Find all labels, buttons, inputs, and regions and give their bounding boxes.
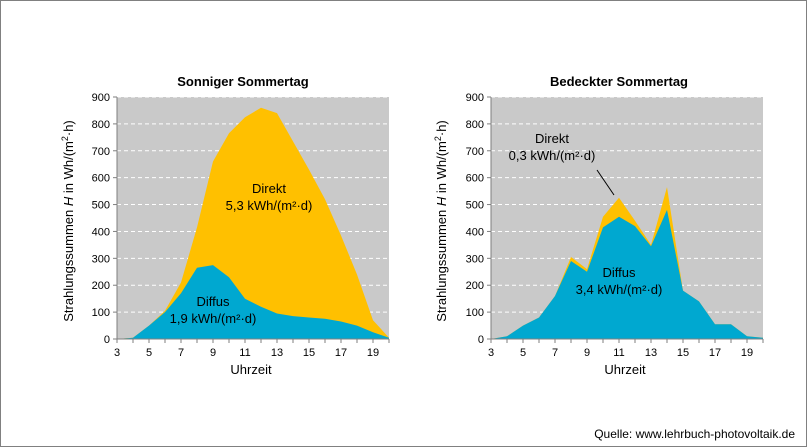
x-tick-label: 9 xyxy=(210,347,216,359)
y-tick-label: 200 xyxy=(92,280,110,292)
y-axis-label: Strahlungssummen H in Wh/(m2·h) xyxy=(433,120,449,322)
y-tick-label: 300 xyxy=(466,253,484,265)
y-tick-label: 0 xyxy=(104,334,110,346)
y-tick-label: 100 xyxy=(92,307,110,319)
y-tick-label: 600 xyxy=(92,173,110,185)
x-tick-label: 15 xyxy=(303,347,315,359)
annotation-label-diffus: Diffus xyxy=(603,265,636,280)
x-tick-label: 17 xyxy=(709,347,721,359)
x-tick-label: 13 xyxy=(645,347,657,359)
y-tick-label: 900 xyxy=(466,92,484,104)
y-tick-label: 900 xyxy=(92,92,110,104)
y-axis-label: Strahlungssummen H in Wh/(m2·h) xyxy=(60,120,76,322)
chart-2: 0 100 200 300 400 500 600 700 800 900 3 5 7 9 11 13 15 17… xyxy=(433,74,764,377)
x-tick-label: 3 xyxy=(488,347,494,359)
y-tick-label: 800 xyxy=(92,119,110,131)
y-axis-label-part: 2 xyxy=(60,136,70,141)
y-tick-label: 800 xyxy=(466,119,484,131)
y-tick-label: 600 xyxy=(466,173,484,185)
annotation-label-diffus: Diffus xyxy=(197,294,230,309)
y-axis-label-part: Strahlungssummen xyxy=(434,206,449,322)
x-axis-label: Uhrzeit xyxy=(604,362,646,377)
x-tick-label: 19 xyxy=(367,347,379,359)
x-tick-label: 7 xyxy=(178,347,184,359)
y-axis-label-part: 2 xyxy=(433,136,443,141)
y-axis-label-part: ·h) xyxy=(61,120,76,136)
y-tick-label: 700 xyxy=(466,146,484,158)
x-tick-label: 15 xyxy=(677,347,689,359)
x-tick-label: 7 xyxy=(552,347,558,359)
annotation-value-diffus: 3,4 kWh/(m²·d) xyxy=(576,282,663,297)
source-credit: Quelle: www.lehrbuch-photovoltaik.de xyxy=(594,427,795,441)
annotation-leader-line xyxy=(596,169,615,196)
y-tick-label: 300 xyxy=(92,253,110,265)
y-tick-label: 0 xyxy=(478,334,484,346)
y-tick-label: 400 xyxy=(466,226,484,238)
x-tick-label: 3 xyxy=(114,347,120,359)
annotation-label-direkt: Direkt xyxy=(252,181,286,196)
y-axis-label-part: ·h) xyxy=(434,120,449,136)
x-tick-label: 19 xyxy=(741,347,753,359)
y-axis-label-part: H xyxy=(434,196,449,206)
chart-title: Bedeckter Sommertag xyxy=(550,74,688,89)
y-axis-label-part: Strahlungssummen xyxy=(61,206,76,322)
y-tick-label: 500 xyxy=(466,200,484,212)
area-diffus xyxy=(491,209,763,339)
x-tick-label: 5 xyxy=(146,347,152,359)
y-tick-label: 400 xyxy=(92,226,110,238)
area-diffus xyxy=(117,265,389,339)
x-axis-label: Uhrzeit xyxy=(230,362,272,377)
area-direkt xyxy=(117,107,389,339)
annotation-value-diffus: 1,9 kWh/(m²·d) xyxy=(170,311,257,326)
annotation-value-direkt: 0,3 kWh/(m²·d) xyxy=(509,148,596,163)
y-axis-label-part: in Wh/(m xyxy=(61,141,76,197)
annotation-label-direkt: Direkt xyxy=(535,131,569,146)
x-tick-label: 5 xyxy=(520,347,526,359)
x-tick-label: 17 xyxy=(335,347,347,359)
y-tick-label: 500 xyxy=(92,200,110,212)
x-tick-label: 11 xyxy=(239,347,250,359)
y-tick-label: 700 xyxy=(92,146,110,158)
y-tick-label: 100 xyxy=(466,307,484,319)
x-tick-label: 9 xyxy=(584,347,590,359)
y-axis-label-part: in Wh/(m xyxy=(434,141,449,197)
chart-title: Sonniger Sommertag xyxy=(177,74,309,89)
annotation-value-direkt: 5,3 kWh/(m²·d) xyxy=(226,198,313,213)
chart-1: 0 100 200 300 400 500 600 700 800 900 3 5 7 9 11 13 15 17… xyxy=(60,74,390,377)
y-axis-label-part: H xyxy=(61,196,76,206)
x-tick-label: 13 xyxy=(271,347,283,359)
x-tick-label: 11 xyxy=(613,347,624,359)
y-tick-label: 200 xyxy=(466,280,484,292)
